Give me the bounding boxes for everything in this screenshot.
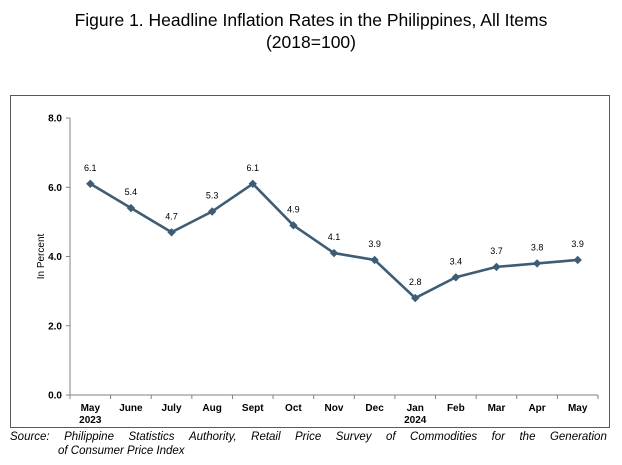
data-label: 3.9 (368, 239, 381, 249)
data-label: 3.7 (490, 246, 503, 256)
data-label: 4.7 (165, 211, 178, 221)
source-label: Source: (10, 431, 50, 443)
source-word: Survey (335, 431, 372, 443)
data-point-marker (329, 248, 339, 258)
data-label: 6.1 (247, 163, 260, 173)
data-point-marker (492, 262, 501, 272)
data-point-marker (573, 255, 582, 265)
source-word: the (519, 431, 536, 443)
data-point-marker (411, 293, 420, 303)
data-label: 3.4 (450, 256, 463, 266)
data-point-marker (532, 259, 542, 268)
x-tick-year-label: 2023 (79, 415, 102, 426)
data-label: 2.8 (409, 277, 422, 287)
data-label: 4.1 (328, 232, 341, 242)
x-tick-year-label: 2024 (404, 415, 427, 426)
source-word: Price (295, 431, 322, 443)
chart-frame (10, 95, 610, 428)
data-label: 3.8 (531, 242, 544, 252)
source-line2: of Consumer Price Index (58, 445, 185, 457)
data-label: 5.4 (125, 187, 138, 197)
x-tick-label: Apr (528, 403, 545, 414)
source-word: Commodities (410, 431, 478, 443)
source-word: of (385, 431, 396, 443)
source-word: Authority, (188, 431, 237, 443)
data-point-marker (86, 179, 95, 188)
source-word: Statistics (128, 431, 175, 443)
x-tick-label: Sept (242, 403, 264, 414)
data-label: 4.9 (287, 204, 300, 214)
x-tick-label: Jan (407, 403, 424, 414)
y-tick-label: 6.0 (48, 183, 62, 194)
x-tick-label: Feb (447, 403, 465, 414)
source-word: Retail (251, 431, 281, 443)
y-tick-label: 0.0 (48, 391, 62, 402)
x-tick-label: Oct (285, 403, 302, 414)
chart-title-line1: Figure 1. Headline Inflation Rates in th… (74, 10, 548, 30)
x-tick-label: Dec (365, 403, 384, 414)
data-label: 3.9 (571, 239, 584, 249)
data-point-marker (451, 273, 461, 282)
data-point-marker (248, 179, 257, 188)
source-word: Generation (549, 431, 607, 443)
source-word: Philippine (64, 431, 114, 443)
x-tick-label: July (162, 403, 182, 414)
data-point-marker (126, 203, 136, 213)
x-tick-label: Aug (202, 403, 221, 414)
source-word: for (491, 431, 506, 443)
y-tick-label: 2.0 (48, 321, 62, 332)
data-point-marker (167, 228, 176, 237)
x-tick-label: Mar (488, 403, 506, 414)
y-tick-label: 4.0 (48, 252, 62, 263)
data-point-marker (370, 255, 379, 265)
y-axis-label: In Percent (36, 233, 47, 279)
y-tick-label: 8.0 (48, 114, 62, 125)
data-point-marker (289, 221, 298, 230)
x-tick-label: May (81, 403, 101, 414)
source-line1: Source: Philippine Statistics Authority, Ret… (10, 430, 607, 444)
x-tick-label: Nov (325, 403, 344, 414)
chart-title: Figure 1. Headline Inflation Rates in th… (0, 9, 622, 53)
data-label: 5.3 (206, 190, 219, 200)
data-point-marker (207, 207, 217, 216)
chart-title-line2: (2018=100) (265, 32, 356, 52)
x-tick-label: May (568, 403, 588, 414)
source-note: Source: Philippine Statistics Authority, Ret… (10, 430, 607, 458)
x-tick-label: June (119, 403, 143, 414)
data-label: 6.1 (84, 163, 97, 173)
